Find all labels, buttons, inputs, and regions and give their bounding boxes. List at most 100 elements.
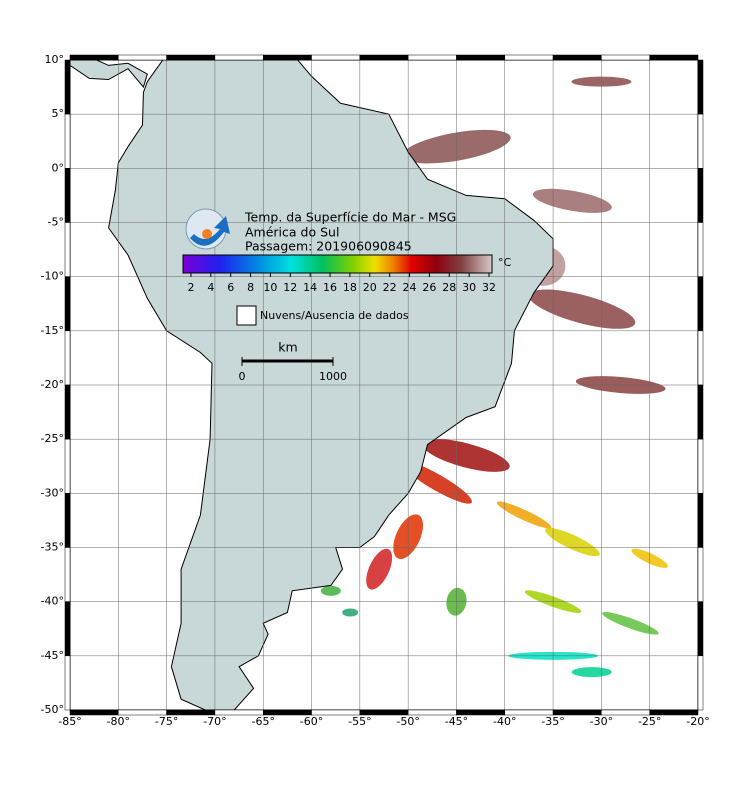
lon-tick-label: -40°	[493, 715, 516, 728]
sst-patch	[571, 667, 612, 678]
border	[697, 655, 704, 711]
border	[504, 709, 554, 716]
lon-tick-label: -55°	[348, 715, 371, 728]
border	[697, 493, 704, 548]
border	[552, 54, 602, 61]
border	[64, 438, 71, 494]
lat-tick-label: -40°	[41, 595, 64, 608]
border	[64, 168, 71, 223]
border	[407, 709, 457, 716]
border	[697, 384, 704, 440]
legend: Temp. da Superfície do Mar - MSG América…	[182, 208, 512, 383]
colorbar-tick-label: 22	[383, 281, 397, 294]
border	[456, 54, 506, 61]
border	[601, 54, 650, 61]
border	[359, 54, 409, 61]
sst-patch	[602, 612, 659, 635]
border	[64, 547, 71, 602]
border	[262, 54, 312, 61]
lat-tick-label: -15°	[41, 324, 64, 337]
sst-patch	[320, 585, 341, 596]
lon-tick-label: -30°	[590, 715, 613, 728]
lon-tick-label: -80°	[107, 715, 130, 728]
sst-patch	[422, 438, 510, 472]
border	[69, 54, 119, 61]
cloud-label: Nuvens/Ausencia de dados	[260, 309, 409, 322]
border	[64, 113, 71, 169]
border	[697, 276, 704, 332]
border	[64, 601, 71, 657]
lat-tick-label: -30°	[41, 486, 64, 499]
border	[697, 330, 704, 386]
lat-tick-label: 5°	[52, 107, 65, 120]
lat-tick-label: -45°	[41, 649, 64, 662]
colorbar-tick-label: 30	[462, 281, 476, 294]
colorbar-tick-label: 24	[403, 281, 417, 294]
map-area	[70, 60, 698, 710]
border	[311, 709, 361, 716]
lat-tick-label: -35°	[41, 541, 64, 554]
scale-unit: km	[278, 340, 297, 355]
legend-pass: Passagem: 201906090845	[245, 239, 412, 254]
colorbar-tick-label: 20	[363, 281, 377, 294]
legend-title: Temp. da Superfície do Mar - MSG	[244, 210, 456, 225]
lat-tick-label: 0°	[52, 161, 65, 174]
border	[601, 709, 650, 716]
lon-tick-label: -45°	[445, 715, 468, 728]
border	[214, 54, 264, 61]
sst-patch	[496, 501, 552, 529]
border	[262, 709, 312, 716]
border	[64, 59, 71, 115]
lon-tick-label: -35°	[541, 715, 564, 728]
sst-patch	[528, 289, 636, 329]
border	[64, 330, 71, 386]
border	[64, 384, 71, 440]
lon-tick-label: -60°	[300, 715, 323, 728]
lon-tick-label: -50°	[396, 715, 419, 728]
lat-tick-label: 10°	[45, 53, 65, 66]
border	[697, 59, 704, 115]
colorbar-tick-label: 10	[263, 281, 277, 294]
border	[697, 601, 704, 657]
border	[504, 54, 554, 61]
border	[649, 709, 699, 716]
border	[64, 655, 71, 711]
colorbar-tick-label: 16	[323, 281, 337, 294]
border	[69, 709, 119, 716]
colorbar-tick-label: 4	[207, 281, 214, 294]
border	[166, 54, 216, 61]
border	[407, 54, 457, 61]
logo-sun	[202, 229, 212, 239]
colorbar	[182, 254, 493, 274]
colorbar-tick-label: 14	[303, 281, 317, 294]
lon-tick-label: -65°	[251, 715, 274, 728]
colorbar-tick-label: 28	[442, 281, 456, 294]
border	[697, 168, 704, 223]
scale-tick-label: 0	[239, 370, 246, 383]
colorbar-unit: °C	[498, 256, 512, 269]
sst-patch	[366, 548, 393, 590]
border	[649, 54, 699, 61]
border	[552, 709, 602, 716]
border	[697, 113, 704, 169]
scale-tick-label: 1000	[319, 370, 347, 383]
border	[118, 709, 167, 716]
border	[64, 276, 71, 332]
lon-tick-label: -25°	[638, 715, 661, 728]
lon-tick-label: -75°	[155, 715, 178, 728]
border	[359, 709, 409, 716]
sst-patch	[545, 527, 600, 557]
lat-tick-label: -25°	[41, 432, 64, 445]
colorbar-tick-label: 32	[482, 281, 496, 294]
colorbar-tick-label: 2	[187, 281, 194, 294]
border	[311, 54, 361, 61]
cloud-swatch	[236, 305, 257, 326]
border	[166, 709, 216, 716]
border	[64, 493, 71, 548]
colorbar-tick-label: 8	[247, 281, 254, 294]
border	[456, 709, 506, 716]
lon-tick-label: -85°	[58, 715, 81, 728]
border	[697, 547, 704, 602]
land	[70, 60, 148, 89]
